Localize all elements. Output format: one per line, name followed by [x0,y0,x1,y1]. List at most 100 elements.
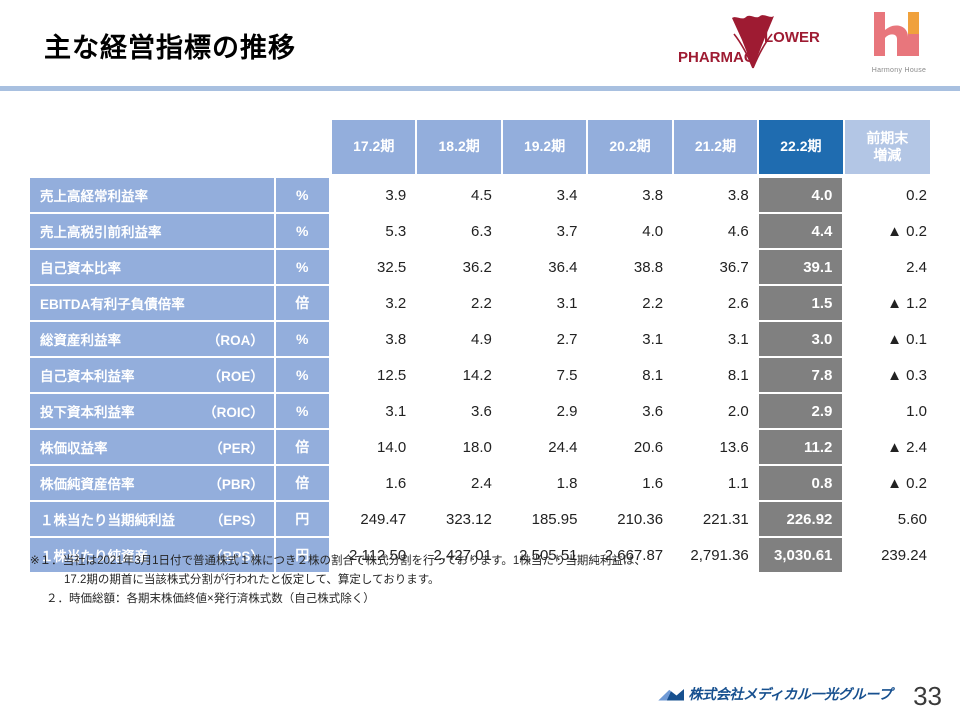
cell-17.2期: 1.6 [385,474,407,492]
cell-19.2期: 2.7 [556,330,578,348]
row-label-text: 売上高税引前利益率 [40,225,162,240]
cell-21.2期: 13.6 [719,438,749,456]
cell-20.2期: 1.6 [642,474,664,492]
cell-21.2期: 2,791.36 [690,546,749,564]
cell-delta: ▲ 0.1 [887,330,927,348]
cell-22.2期: 4.4 [758,214,843,248]
row-label: １株当たり純資産 （BPS） [30,538,274,572]
column-header-20-2: 20.2期 [588,120,672,174]
row-label: 売上高経常利益率 [30,178,274,212]
cell-17.2期: 3.9 [385,186,407,204]
footnote-1-line-1: ※１．当社は2021年3月1日付で普通株式１株につき２株の割合で株式分割を行って… [30,555,646,567]
cell-delta: 239.24 [881,546,927,564]
cell-17.2期: 3.8 [385,330,407,348]
row-label-abbr: （ROIC） [203,405,264,420]
delta-header-line2: 増減 [873,147,902,163]
row-label-text: 株価収益率 [40,441,108,456]
table-body: 売上高経常利益率% 3.9 4.5 3.4 3.8 3.8 4.0 0.2 売上高税引前利益率%… [30,178,930,572]
table-row: 株価収益率 （PER） 倍 14.0 18.0 24.4 20.6 13.6 11.2 ▲ 2.4 [30,430,930,464]
page-title: 主な経営指標の推移 [44,33,296,63]
cell-20.2期: 3.8 [642,186,664,204]
harmony-house-logo-icon [874,12,919,56]
column-header-18-2: 18.2期 [417,120,501,174]
cell-22.2期: 3.0 [758,322,843,356]
cell-18.2期: 4.9 [471,330,492,348]
cell-21.2期: 8.1 [727,366,749,384]
cell-20.2期: 210.36 [617,510,664,528]
cell-22.2期: 4.0 [758,178,843,212]
footnotes: ※１．当社は2021年3月1日付で普通株式１株につき２株の割合で株式分割を行って… [30,552,930,609]
row-unit: 倍 [275,466,329,500]
cell-22.2期: 226.92 [758,502,843,536]
row-unit: % [275,178,329,212]
column-header-17-2: 17.2期 [331,120,416,174]
row-unit: % [275,322,329,356]
pharmacy-flower-logo-icon: PHARMAC LOWER [678,15,820,69]
row-label-abbr: （PER） [209,441,264,456]
row-label-text: EBITDA有利子負債倍率 [40,297,185,312]
table-row: １株当たり当期純利益 （EPS） 円 249.47 323.12 185.95 210.36… [30,502,930,536]
company-name: 株式会社メディカル一光グループ [688,686,892,702]
cell-19.2期: 1.8 [556,474,578,492]
row-label-abbr: （PBR） [208,477,264,492]
row-unit: 倍 [275,430,329,464]
cell-20.2期: 8.1 [642,366,664,384]
row-label-abbr: （ROA） [206,333,264,348]
column-header-19-2: 19.2期 [502,120,587,174]
company-logo: 株式会社メディカル一光グループ [658,684,892,704]
cell-19.2期: 3.7 [556,222,578,240]
row-label: １株当たり当期純利益 （EPS） [30,502,274,536]
header-spacer-label [30,120,273,174]
table-row: １株当たり純資産 （BPS） 円 2,112.50 2,427.01 2,505.51 2,… [30,538,930,572]
cell-20.2期: 3.1 [642,330,664,348]
cell-20.2期: 38.8 [633,258,664,276]
row-label: 自己資本利益率 （ROE） [30,358,274,392]
cell-18.2期: 323.12 [445,510,492,528]
footnote-1-line-2: 17.2期の期首に当該株式分割が行われたと仮定して、算定しております。 [64,573,440,586]
table-row: 総資産利益率 （ROA）% 3.8 4.9 2.7 3.1 3.1 3.0 ▲ 0.1 [30,322,930,356]
cell-18.2期: 14.2 [462,366,492,384]
cell-21.2期: 4.6 [727,222,749,240]
row-label-text: 売上高経常利益率 [40,189,148,204]
row-label: 売上高税引前利益率 [30,214,274,248]
row-label: 自己資本比率 [30,250,274,284]
row-label: 投下資本利益率 （ROIC） [30,394,274,428]
cell-delta: 0.2 [906,186,927,204]
cell-19.2期: 3.1 [556,294,578,312]
table-header-row: 17.2期 18.2期 19.2期 20.2期 21.2期 22.2期 前期末 … [30,120,931,174]
header-spacer-unit [277,120,330,174]
cell-22.2期: 2.9 [758,394,843,428]
row-unit: % [275,358,329,392]
svg-text:PHARMAC: PHARMAC [678,49,755,66]
cell-22.2期: 0.8 [758,466,843,500]
cell-22.2期: 39.1 [758,250,843,284]
cell-delta: ▲ 0.2 [887,222,927,240]
row-unit: 倍 [275,286,329,320]
cell-delta: ▲ 0.2 [887,474,927,492]
cell-17.2期: 3.2 [385,294,407,312]
cell-18.2期: 4.5 [471,186,492,204]
cell-20.2期: 20.6 [633,438,664,456]
row-unit: % [275,250,329,284]
cell-20.2期: 2,667.87 [604,546,664,564]
cell-21.2期: 3.1 [727,330,749,348]
column-header-delta: 前期末 増減 [844,120,931,174]
page-number: 33 [913,681,942,711]
cell-19.2期: 2.9 [556,402,578,420]
cell-19.2期: 36.4 [548,258,578,276]
cell-21.2期: 36.7 [719,258,749,276]
cell-21.2期: 2.6 [727,294,749,312]
table-row: 売上高経常利益率% 3.9 4.5 3.4 3.8 3.8 4.0 0.2 [30,178,930,212]
row-label-text: １株当たり当期純利益 [40,513,175,528]
cell-19.2期: 3.4 [556,186,578,204]
row-label-abbr: （ROE） [207,369,264,384]
table-row: 株価純資産倍率 （PBR） 倍 1.6 2.4 1.8 1.6 1.1 0.8 ▲ 0.2 [30,466,930,500]
cell-21.2期: 221.31 [702,510,749,528]
delta-header-line1: 前期末 [866,129,909,146]
row-label: EBITDA有利子負債倍率 [30,286,274,320]
cell-18.2期: 18.0 [462,438,492,456]
cell-18.2期: 2.2 [471,294,492,312]
row-label-abbr: （BPS） [209,549,264,564]
row-label: 株価純資産倍率 （PBR） [30,466,274,500]
cell-22.2期: 1.5 [758,286,843,320]
